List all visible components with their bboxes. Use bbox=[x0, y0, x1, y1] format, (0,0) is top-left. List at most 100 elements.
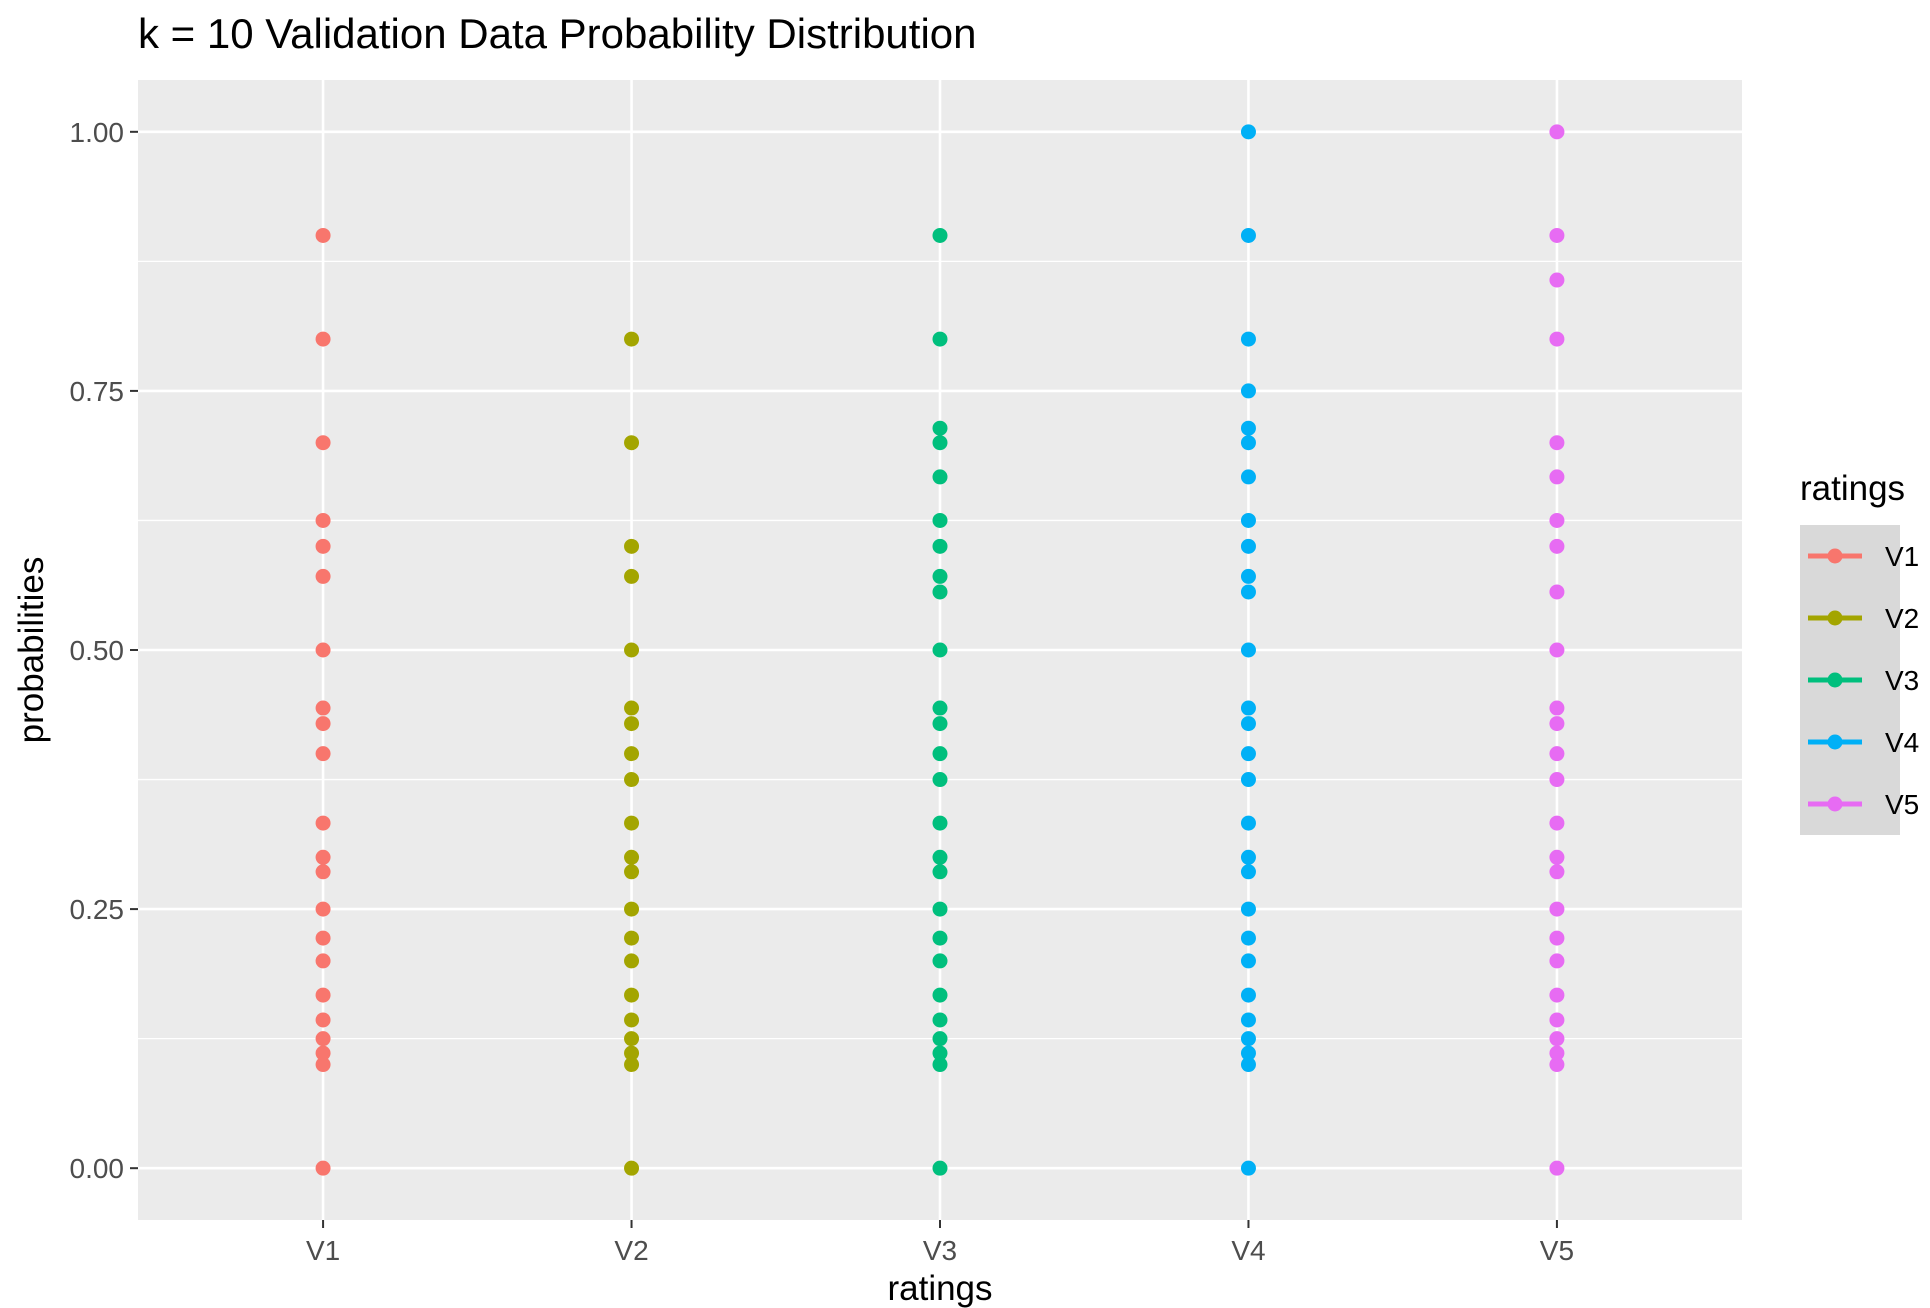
x-tick-label: V2 bbox=[614, 1235, 648, 1266]
data-point-v3 bbox=[932, 538, 948, 554]
data-point-v1 bbox=[315, 538, 331, 554]
data-point-v4 bbox=[1240, 1031, 1256, 1047]
data-point-v5 bbox=[1549, 987, 1565, 1003]
data-point-v3 bbox=[932, 1012, 948, 1028]
data-point-v1 bbox=[315, 227, 331, 243]
data-point-v1 bbox=[315, 435, 331, 451]
data-point-v5 bbox=[1549, 746, 1565, 762]
data-point-v4 bbox=[1240, 700, 1256, 716]
data-point-v1 bbox=[315, 1012, 331, 1028]
data-point-v3 bbox=[932, 849, 948, 865]
data-point-v5 bbox=[1549, 584, 1565, 600]
data-point-v3 bbox=[932, 331, 948, 347]
data-point-v4 bbox=[1240, 1057, 1256, 1073]
data-point-v2 bbox=[624, 716, 640, 732]
legend-key-point bbox=[1827, 610, 1843, 626]
data-point-v5 bbox=[1549, 1057, 1565, 1073]
data-point-v3 bbox=[932, 930, 948, 946]
data-point-v1 bbox=[315, 568, 331, 584]
data-point-v5 bbox=[1549, 272, 1565, 288]
data-point-v3 bbox=[932, 716, 948, 732]
data-point-v3 bbox=[932, 642, 948, 658]
data-point-v1 bbox=[315, 987, 331, 1003]
data-point-v1 bbox=[315, 746, 331, 762]
data-point-v4 bbox=[1240, 772, 1256, 788]
y-axis-title: probabilities bbox=[12, 557, 51, 744]
legend-label: V3 bbox=[1885, 665, 1919, 696]
data-point-v4 bbox=[1240, 864, 1256, 880]
data-point-v1 bbox=[315, 1057, 331, 1073]
data-point-v5 bbox=[1549, 700, 1565, 716]
data-point-v3 bbox=[932, 864, 948, 880]
data-point-v4 bbox=[1240, 930, 1256, 946]
data-point-v3 bbox=[932, 568, 948, 584]
data-point-v1 bbox=[315, 864, 331, 880]
data-point-v4 bbox=[1240, 953, 1256, 969]
y-tick-label: 0.25 bbox=[70, 894, 125, 925]
data-point-v2 bbox=[624, 331, 640, 347]
data-point-v5 bbox=[1549, 331, 1565, 347]
data-point-v4 bbox=[1240, 1012, 1256, 1028]
data-point-v3 bbox=[932, 435, 948, 451]
data-point-v5 bbox=[1549, 716, 1565, 732]
data-point-v3 bbox=[932, 469, 948, 485]
data-point-v2 bbox=[624, 1012, 640, 1028]
legend-key-point bbox=[1827, 796, 1843, 812]
legend-label: V2 bbox=[1885, 603, 1919, 634]
data-point-v2 bbox=[624, 930, 640, 946]
data-point-v2 bbox=[624, 987, 640, 1003]
data-point-v5 bbox=[1549, 849, 1565, 865]
data-point-v1 bbox=[315, 331, 331, 347]
data-point-v2 bbox=[624, 849, 640, 865]
legend-key-point bbox=[1827, 734, 1843, 750]
data-point-v2 bbox=[624, 1031, 640, 1047]
data-point-v2 bbox=[624, 901, 640, 917]
data-point-v1 bbox=[315, 930, 331, 946]
data-point-v3 bbox=[932, 901, 948, 917]
data-point-v1 bbox=[315, 700, 331, 716]
data-point-v5 bbox=[1549, 772, 1565, 788]
x-tick-label: V5 bbox=[1540, 1235, 1574, 1266]
data-point-v4 bbox=[1240, 849, 1256, 865]
data-point-v5 bbox=[1549, 901, 1565, 917]
data-point-v4 bbox=[1240, 512, 1256, 528]
data-point-v4 bbox=[1240, 568, 1256, 584]
data-point-v5 bbox=[1549, 512, 1565, 528]
data-point-v1 bbox=[315, 849, 331, 865]
data-point-v4 bbox=[1240, 716, 1256, 732]
data-point-v2 bbox=[624, 568, 640, 584]
data-point-v4 bbox=[1240, 642, 1256, 658]
data-point-v4 bbox=[1240, 383, 1256, 399]
data-point-v5 bbox=[1549, 815, 1565, 831]
data-point-v4 bbox=[1240, 1045, 1256, 1061]
data-point-v5 bbox=[1549, 469, 1565, 485]
data-point-v5 bbox=[1549, 435, 1565, 451]
data-point-v1 bbox=[315, 512, 331, 528]
data-point-v1 bbox=[315, 901, 331, 917]
x-tick-label: V4 bbox=[1231, 1235, 1265, 1266]
data-point-v2 bbox=[624, 1160, 640, 1176]
data-point-v1 bbox=[315, 1045, 331, 1061]
data-point-v2 bbox=[624, 1057, 640, 1073]
data-point-v4 bbox=[1240, 746, 1256, 762]
data-point-v5 bbox=[1549, 1012, 1565, 1028]
data-point-v4 bbox=[1240, 124, 1256, 140]
data-point-v3 bbox=[932, 512, 948, 528]
data-point-v4 bbox=[1240, 331, 1256, 347]
data-point-v2 bbox=[624, 864, 640, 880]
data-point-v2 bbox=[624, 772, 640, 788]
data-point-v3 bbox=[932, 420, 948, 436]
data-point-v3 bbox=[932, 1057, 948, 1073]
data-point-v4 bbox=[1240, 987, 1256, 1003]
data-point-v4 bbox=[1240, 538, 1256, 554]
legend-title: ratings bbox=[1800, 469, 1905, 508]
legend-key-point bbox=[1827, 548, 1843, 564]
data-point-v1 bbox=[315, 815, 331, 831]
chart-title: k = 10 Validation Data Probability Distr… bbox=[138, 10, 977, 57]
data-point-v5 bbox=[1549, 930, 1565, 946]
x-tick-label: V3 bbox=[923, 1235, 957, 1266]
data-point-v2 bbox=[624, 815, 640, 831]
data-point-v4 bbox=[1240, 469, 1256, 485]
legend-label: V1 bbox=[1885, 541, 1919, 572]
x-axis-title: ratings bbox=[887, 1269, 992, 1308]
